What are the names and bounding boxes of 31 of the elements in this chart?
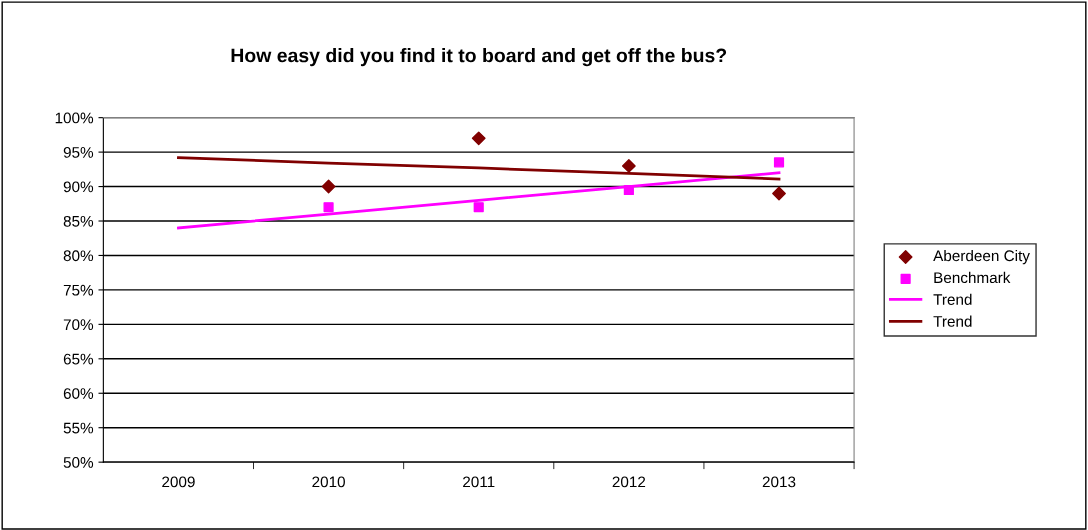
y-tick-label: 50% [63, 457, 94, 468]
y-tick-label: 85% [63, 215, 94, 227]
legend-label: Benchmark [934, 271, 1011, 284]
y-tick-label: 65% [63, 353, 94, 365]
point [471, 131, 486, 146]
line-series [177, 156, 781, 181]
x-tick-label: 2012 [612, 476, 646, 488]
x-tick-label: 2013 [762, 476, 796, 488]
legend-label: Trend [933, 315, 972, 327]
y-tick-label: 80% [63, 250, 94, 262]
legend-label: Trend [933, 293, 972, 305]
point [473, 202, 484, 213]
y-tick-label: 90% [63, 181, 94, 193]
x-tick-label: 2009 [162, 476, 195, 488]
point [621, 158, 636, 173]
point [321, 179, 336, 194]
y-tick-label: 95% [63, 146, 94, 158]
point [623, 184, 634, 196]
y-tick-label: 100% [55, 112, 94, 124]
y-tick-label: 60% [63, 388, 94, 399]
point [773, 157, 785, 168]
y-tick-label: 70% [63, 319, 94, 331]
x-tick-label: 2010 [312, 476, 345, 488]
x-tick-label: 2011 [463, 476, 495, 488]
y-tick-label: 55% [63, 422, 94, 434]
line-series [177, 171, 781, 230]
y-tick-label: 75% [63, 284, 94, 296]
legend-label: Aberdeen City [933, 249, 1030, 265]
point [772, 186, 786, 201]
chart-title: How easy did you find it to board and get off the bus? [231, 48, 727, 67]
point [323, 202, 334, 213]
